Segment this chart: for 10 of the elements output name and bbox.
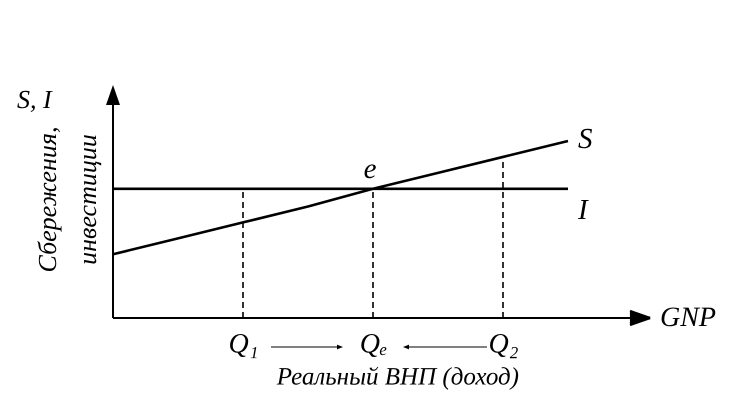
y-axis-title: Сбережения, инвестиции bbox=[33, 126, 102, 272]
text: S, I bbox=[17, 85, 53, 114]
x-axis-title: Реальный ВНП (доход) bbox=[276, 364, 519, 390]
annotation: e bbox=[364, 152, 377, 185]
x-tick-label: Q₂ bbox=[488, 328, 519, 360]
text: GNP bbox=[660, 302, 716, 333]
series-label: S bbox=[578, 123, 593, 155]
series-label: I bbox=[577, 194, 589, 226]
x-tick-label: Q₁ bbox=[228, 328, 258, 360]
x-tick-label: Qₑ bbox=[360, 328, 388, 360]
